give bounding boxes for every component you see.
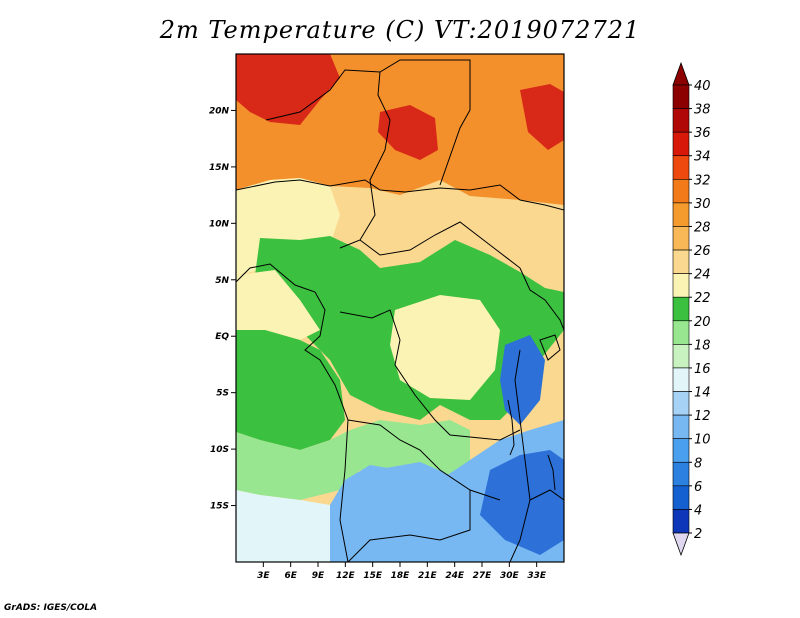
colorbar-segment bbox=[672, 249, 690, 274]
footer-credit: GrADS: IGES/COLA bbox=[4, 603, 98, 613]
border-car bbox=[359, 221, 521, 269]
colorbar-segment bbox=[672, 84, 690, 109]
field-green-atlantic bbox=[236, 330, 345, 450]
colorbar-label: 30 bbox=[694, 197, 711, 212]
colorbar-label: 36 bbox=[694, 126, 711, 141]
lat-tick-label: 20N bbox=[209, 106, 230, 116]
lon-tick-label: 12E bbox=[336, 571, 356, 581]
colorbar-label: 26 bbox=[694, 244, 711, 259]
colorbar-segment bbox=[672, 509, 690, 534]
border-sahel bbox=[236, 179, 564, 211]
colorbar-segment bbox=[672, 414, 690, 439]
colorbar-label: 14 bbox=[694, 386, 711, 401]
lon-tick-label: 24E bbox=[445, 571, 465, 581]
colorbar-label: 12 bbox=[694, 409, 711, 424]
lat-tick-label: 10S bbox=[210, 445, 229, 455]
border-chad bbox=[339, 71, 391, 249]
lat-tick-label: 10N bbox=[209, 219, 230, 229]
field-hot-ne bbox=[520, 84, 564, 150]
lon-tick-label: 15E bbox=[363, 571, 383, 581]
lon-tick-label: 30E bbox=[500, 571, 520, 581]
colorbar-label: 24 bbox=[694, 268, 711, 283]
colorbar-under-arrow bbox=[672, 532, 690, 557]
country-borders bbox=[236, 59, 564, 562]
map-title: 2m Temperature (C) VT:2019072721 bbox=[159, 16, 641, 44]
colorbar-label: 6 bbox=[694, 480, 702, 495]
lat-tick-label: 5S bbox=[216, 389, 229, 399]
colorbar-segment bbox=[672, 367, 690, 392]
colorbar-label: 10 bbox=[694, 433, 711, 448]
colorbar-segment bbox=[672, 485, 690, 510]
border-zambia bbox=[347, 490, 471, 562]
field-pale-south bbox=[236, 490, 330, 562]
colorbar-over-arrow bbox=[672, 61, 690, 86]
map-axes: 3E 6E 9E 12E 15E 18E 21E 24E 27E 30E 33E 20N 15N 10N 5… bbox=[209, 106, 547, 581]
temperature-field bbox=[236, 54, 564, 562]
colorbar-label: 2 bbox=[694, 527, 702, 542]
colorbar-segment bbox=[672, 108, 690, 133]
lon-tick-label: 6E bbox=[284, 571, 297, 581]
colorbar-segment bbox=[672, 344, 690, 369]
colorbar-label: 38 bbox=[694, 103, 711, 118]
border-congo-basin bbox=[339, 309, 521, 441]
colorbar-segment bbox=[672, 391, 690, 416]
colorbar-segment bbox=[672, 202, 690, 227]
colorbar-segment bbox=[672, 320, 690, 345]
field-hot-center bbox=[378, 105, 438, 160]
lon-tick-label: 18E bbox=[391, 571, 411, 581]
border-north bbox=[265, 59, 471, 186]
lake-victoria bbox=[539, 334, 561, 361]
lon-tick-label: 27E bbox=[473, 571, 493, 581]
colorbar-label: 16 bbox=[694, 362, 711, 377]
colorbar-segment bbox=[672, 438, 690, 463]
colorbar-label: 34 bbox=[694, 150, 711, 165]
colorbar-label: 20 bbox=[694, 315, 711, 330]
field-hot-nw bbox=[236, 54, 340, 125]
colorbar: 40 38 36 34 32 30 28 26 24 22 20 18 16 14 12 10 8 6 4 2 bbox=[672, 61, 711, 557]
lat-tick-label: 15S bbox=[210, 502, 229, 512]
border-mozambique bbox=[529, 489, 564, 501]
colorbar-segment bbox=[672, 461, 690, 487]
colorbar-segment bbox=[672, 226, 690, 251]
field-cool-south2 bbox=[375, 462, 450, 520]
lat-tick-label: 5N bbox=[215, 276, 229, 286]
colorbar-label: 32 bbox=[694, 173, 711, 188]
lake-malawi bbox=[547, 454, 556, 491]
field-cold-se bbox=[480, 450, 564, 555]
colorbar-segment bbox=[672, 296, 690, 322]
field-neutral-gabon bbox=[236, 270, 320, 340]
lat-tick-label: EQ bbox=[215, 332, 229, 342]
colorbar-segment bbox=[672, 273, 690, 298]
colorbar-label: 28 bbox=[694, 220, 711, 235]
colorbar-segment bbox=[672, 179, 690, 204]
lon-tick-label: 3E bbox=[257, 571, 270, 581]
coastline-west bbox=[236, 263, 349, 562]
colorbar-segment bbox=[672, 155, 690, 180]
lat-tick-label: 15N bbox=[209, 163, 230, 173]
colorbar-label: 22 bbox=[694, 291, 711, 306]
colorbar-label: 18 bbox=[694, 338, 711, 353]
lon-tick-label: 33E bbox=[527, 571, 547, 581]
lon-tick-label: 21E bbox=[418, 571, 438, 581]
lon-tick-label: 9E bbox=[312, 571, 325, 581]
field-cold-east bbox=[500, 335, 545, 425]
colorbar-label: 4 bbox=[694, 503, 702, 518]
border-rift bbox=[509, 349, 531, 562]
colorbar-label: 8 bbox=[694, 456, 702, 471]
border-east bbox=[519, 267, 564, 331]
field-neutral-congo bbox=[390, 295, 500, 400]
colorbar-segment bbox=[672, 131, 690, 157]
colorbar-label: 40 bbox=[694, 79, 711, 94]
lake-tanganyika bbox=[507, 399, 515, 456]
